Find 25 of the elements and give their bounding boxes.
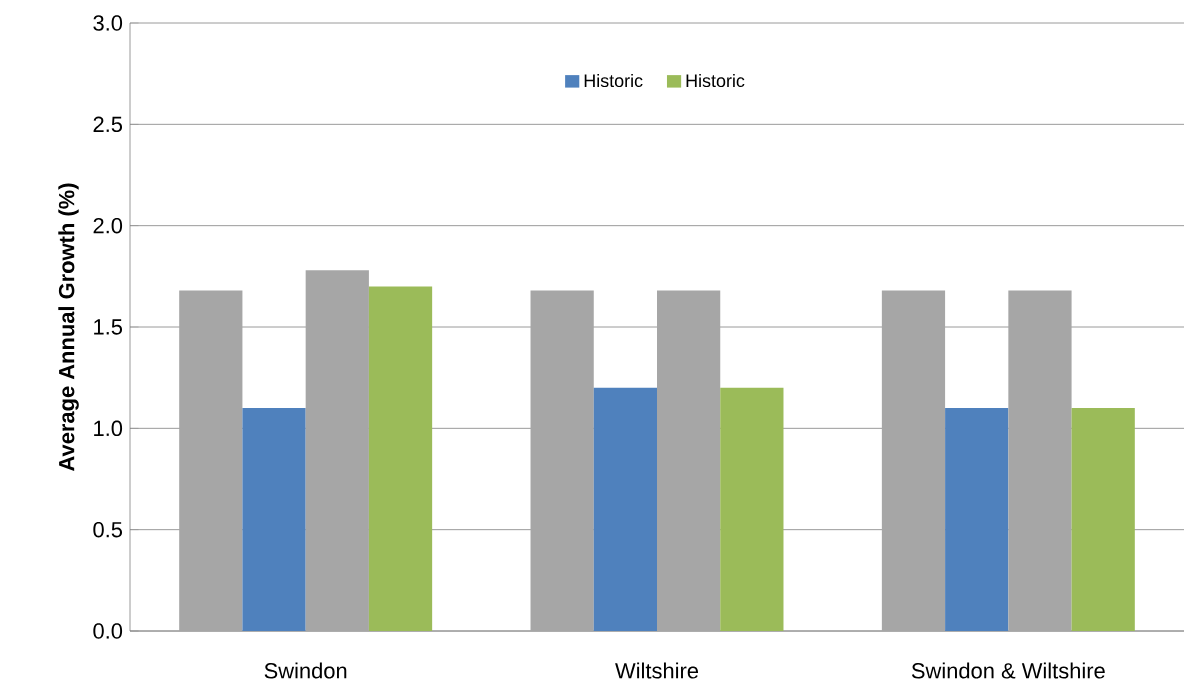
bar	[1008, 290, 1072, 631]
legend-label: Historic	[584, 73, 643, 88]
bar	[305, 270, 369, 631]
bar	[242, 408, 306, 631]
bar	[593, 387, 657, 631]
x-tick-label: Swindon	[264, 662, 347, 679]
bar	[657, 290, 721, 631]
bar	[530, 290, 594, 631]
bar	[179, 290, 243, 631]
bar	[1071, 408, 1135, 631]
bar	[720, 387, 784, 631]
x-tick-label: Wiltshire	[615, 662, 699, 679]
y-tick-label: 1.5	[94, 319, 123, 335]
y-tick-label: 2.5	[93, 116, 123, 133]
y-tick-label: 2.0	[93, 217, 123, 234]
x-tick-label: Swindon & Wiltshire	[911, 662, 1105, 679]
legend-label: Historic	[686, 73, 745, 88]
y-tick-label: 1.0	[94, 420, 123, 437]
bar	[881, 290, 946, 631]
y-axis-title: Average Annual Growth (%)	[58, 183, 79, 471]
y-tick-label: 0.5	[93, 521, 123, 538]
bar	[945, 408, 1009, 631]
y-tick-label: 3.0	[93, 15, 123, 31]
y-tick-label: 0.0	[93, 623, 123, 639]
bar	[368, 286, 433, 631]
